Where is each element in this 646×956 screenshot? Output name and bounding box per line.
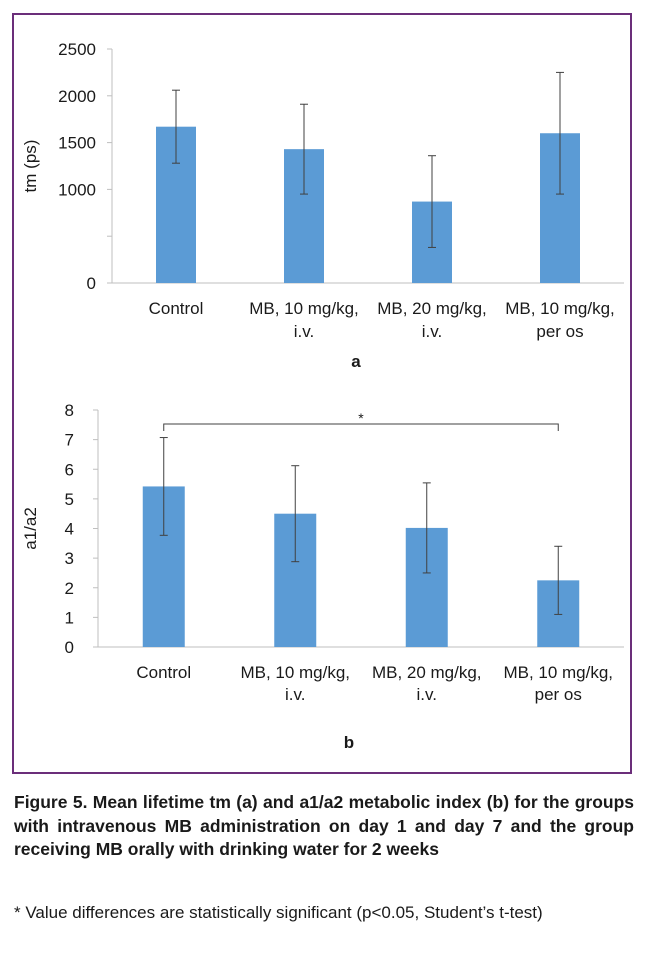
y-tick-label: 8 [65,401,74,420]
chart-panel-b: 0 1 2 3 4 5 6 7 8 a1/a2 Control MB, 10 mg/kg, i.v. MB… [21,401,624,752]
x-category-label: MB, 10 mg/kg, [240,663,350,682]
x-category-label: MB, 10 mg/kg, [249,299,359,318]
figure-note: * Value differences are statistically si… [14,903,543,922]
x-category-label: MB, 20 mg/kg, [377,299,487,318]
x-category-label: Control [149,299,204,318]
y-tick-label: 7 [65,431,74,450]
x-category-label: MB, 10 mg/kg, [505,299,615,318]
panel-label: a [351,352,361,371]
x-category-label: MB, 20 mg/kg, [372,663,482,682]
x-category-label: Control [136,663,191,682]
y-tick-label: 3 [65,549,74,568]
y-tick-label: 1500 [58,134,96,153]
y-tick-label: 5 [65,490,74,509]
y-tick-label: 4 [65,520,74,539]
y-axis-label: tm (ps) [21,140,40,193]
y-tick-label: 2500 [58,40,96,59]
y-tick-label: 1 [65,608,74,627]
x-category-label: MB, 10 mg/kg, [503,663,613,682]
figure-frame: 0 1000 1500 2000 2500 tm (ps) Control MB, 10 mg… [12,13,632,774]
y-tick-label: 6 [65,460,74,479]
y-tick-label: 2 [65,579,74,598]
y-tick-label: 0 [87,274,96,293]
x-category-label: per os [536,322,583,341]
y-tick-label: 1000 [58,180,96,199]
significance-bracket [163,423,559,431]
x-category-label: i.v. [285,685,305,704]
panel-label: b [344,733,354,752]
x-category-label: per os [535,685,582,704]
chart-panel-a: 0 1000 1500 2000 2500 tm (ps) Control MB, 10 mg… [21,40,624,371]
x-category-label: i.v. [294,322,314,341]
x-category-label: i.v. [417,685,437,704]
significance-marker: * [358,410,364,426]
y-axis-label: a1/a2 [21,507,40,550]
figure-caption: Figure 5. Mean lifetime tm (a) and a1/a2… [14,792,634,859]
y-tick-label: 0 [65,638,74,657]
y-tick-label: 2000 [58,87,96,106]
figure-charts: 0 1000 1500 2000 2500 tm (ps) Control MB, 10 mg… [21,40,624,752]
x-category-label: i.v. [422,322,442,341]
